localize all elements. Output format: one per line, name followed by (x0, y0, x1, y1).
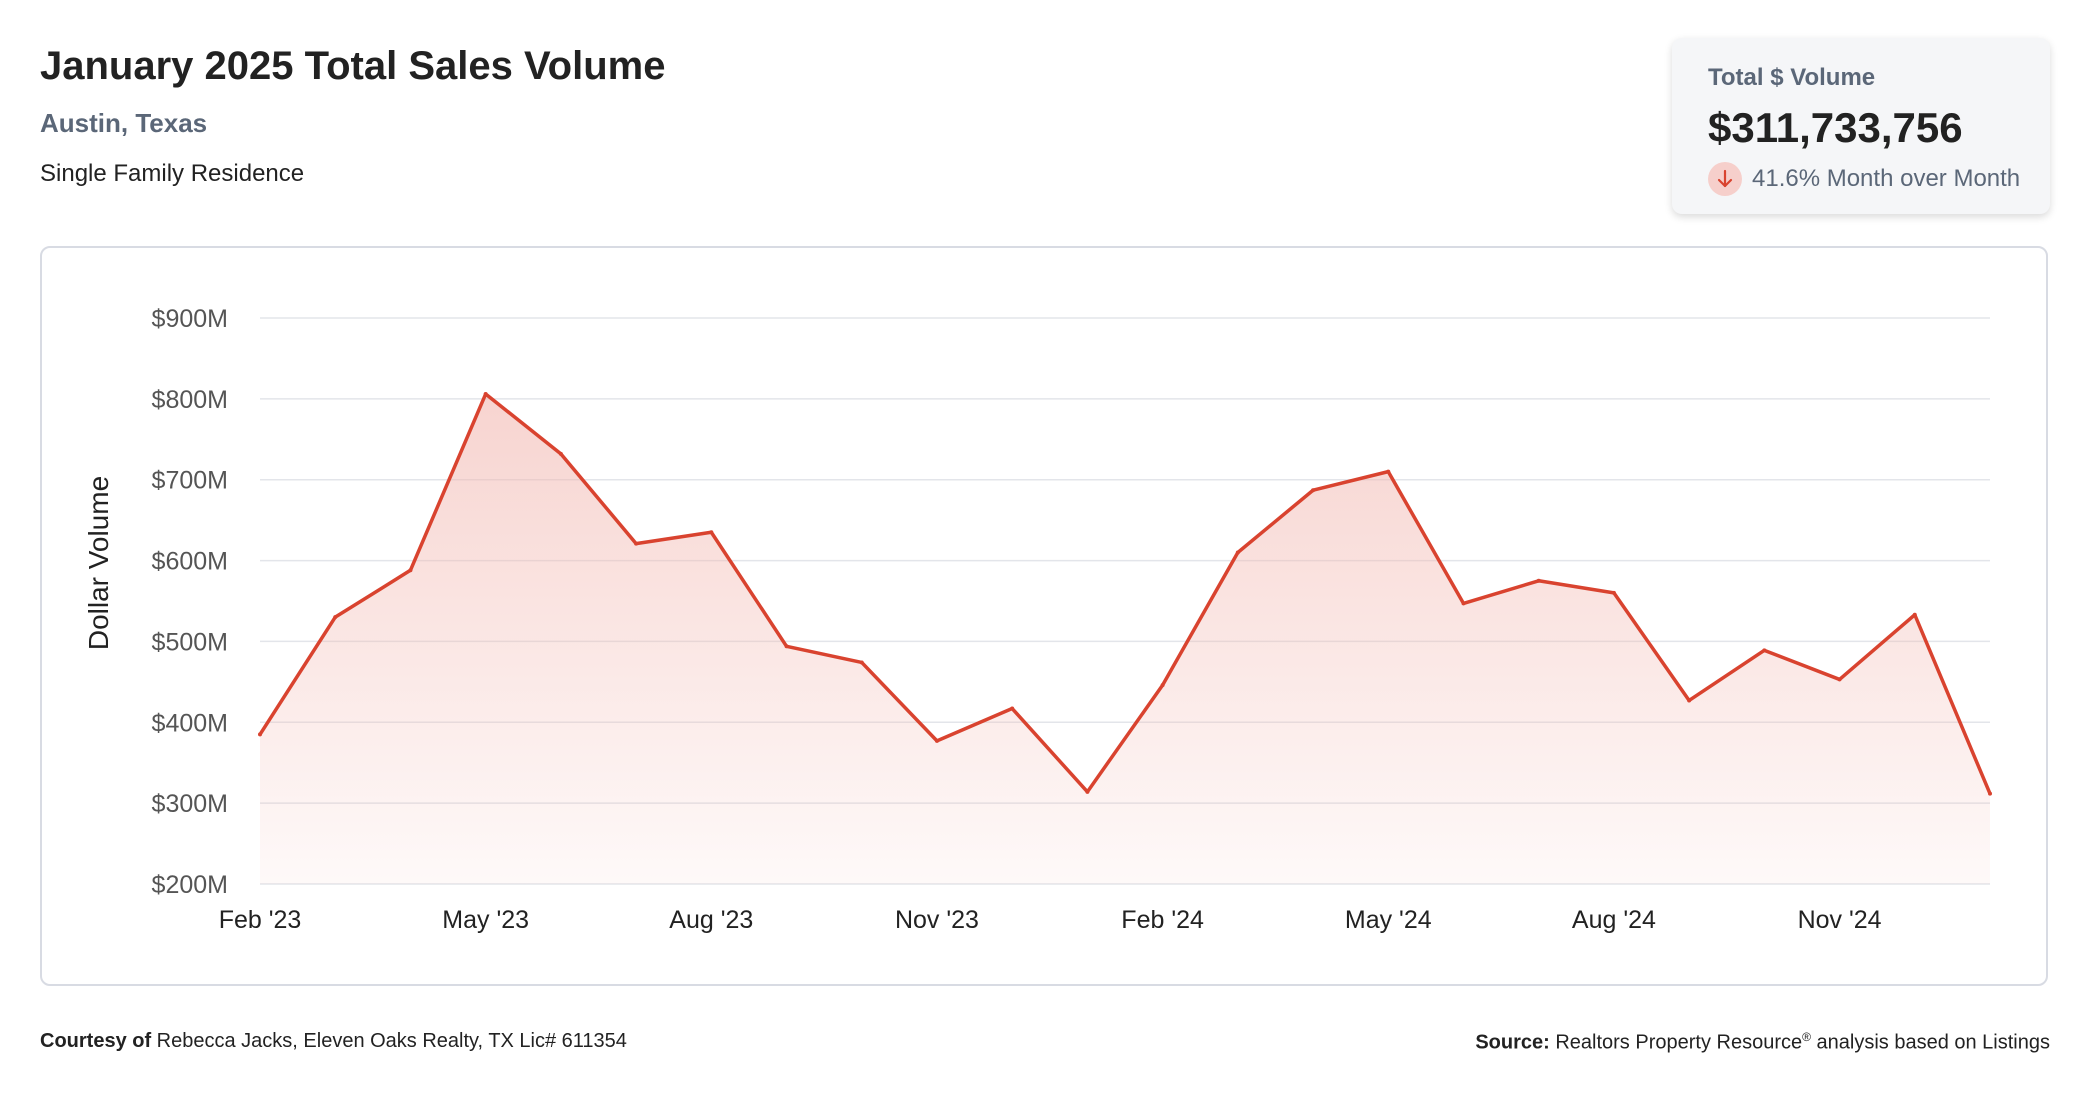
location-subtitle: Austin, Texas (40, 108, 208, 138)
data-point (483, 392, 488, 397)
x-tick-label: Nov '23 (895, 906, 979, 934)
courtesy-text: Rebecca Jacks, Eleven Oaks Realty, TX Li… (151, 1030, 627, 1052)
x-tick-label: May '24 (1345, 906, 1432, 934)
property-type: Single Family Residence (40, 160, 305, 187)
x-tick-label: Feb '24 (1121, 906, 1204, 934)
data-point (859, 660, 864, 665)
source-text: Realtors Property Resource (1549, 1031, 1803, 1054)
y-tick-label: $900M (152, 305, 228, 333)
data-point (408, 568, 413, 573)
data-point (1235, 550, 1240, 555)
y-axis-title: Dollar Volume (83, 476, 114, 650)
source-label: Source: (1475, 1031, 1550, 1054)
data-point (258, 732, 262, 737)
x-tick-label: Aug '24 (1572, 906, 1656, 934)
summary-label: Total $ Volume (1708, 64, 1876, 91)
y-tick-label: $300M (152, 790, 228, 818)
summary-change-text: 41.6% Month over Month (1752, 165, 2021, 192)
data-point (333, 615, 338, 620)
data-point (1311, 488, 1316, 493)
summary-value: $311,733,756 (1708, 104, 1963, 151)
y-tick-label: $700M (152, 467, 228, 495)
data-point (1160, 683, 1165, 688)
area-fill (260, 394, 1990, 884)
data-point (634, 541, 639, 546)
source-tail: analysis based on Listings (1810, 1031, 2051, 1054)
data-point (1687, 698, 1692, 703)
courtesy-footer: Courtesy of Rebecca Jacks, Eleven Oaks R… (40, 1030, 627, 1053)
data-point (1085, 789, 1090, 794)
page-title: January 2025 Total Sales Volume (40, 44, 666, 88)
data-point (1010, 706, 1015, 711)
registered-mark: ® (1802, 1030, 1811, 1044)
x-tick-label: May '23 (442, 906, 529, 934)
data-point (1837, 677, 1842, 682)
y-tick-label: $200M (152, 871, 228, 899)
data-point (784, 644, 789, 649)
x-tick-label: Aug '23 (669, 906, 753, 934)
y-tick-label: $600M (152, 548, 228, 576)
data-point (1912, 612, 1917, 617)
series-line (258, 392, 1992, 796)
courtesy-label: Courtesy of (40, 1030, 152, 1052)
data-point (1386, 469, 1391, 474)
y-tick-label: $800M (152, 386, 228, 414)
data-point (1536, 578, 1541, 583)
arrow-down-icon (1708, 162, 1742, 196)
source-footer: Source: Realtors Property Resource® anal… (1475, 1030, 2050, 1055)
data-point (709, 530, 714, 535)
x-tick-label: Nov '24 (1798, 906, 1882, 934)
data-point (1988, 791, 1992, 796)
summary-change: 41.6% Month over Month (1708, 162, 2020, 196)
x-tick-label: Feb '23 (219, 906, 302, 934)
summary-card: Total $ Volume $311,733,756 41.6% Month … (1672, 38, 2050, 214)
data-point (1762, 648, 1767, 653)
data-point (934, 738, 939, 743)
data-point (1461, 601, 1466, 606)
data-point (1611, 590, 1616, 595)
y-tick-label: $400M (152, 709, 228, 737)
y-tick-label: $500M (152, 628, 228, 656)
data-point (558, 451, 563, 456)
